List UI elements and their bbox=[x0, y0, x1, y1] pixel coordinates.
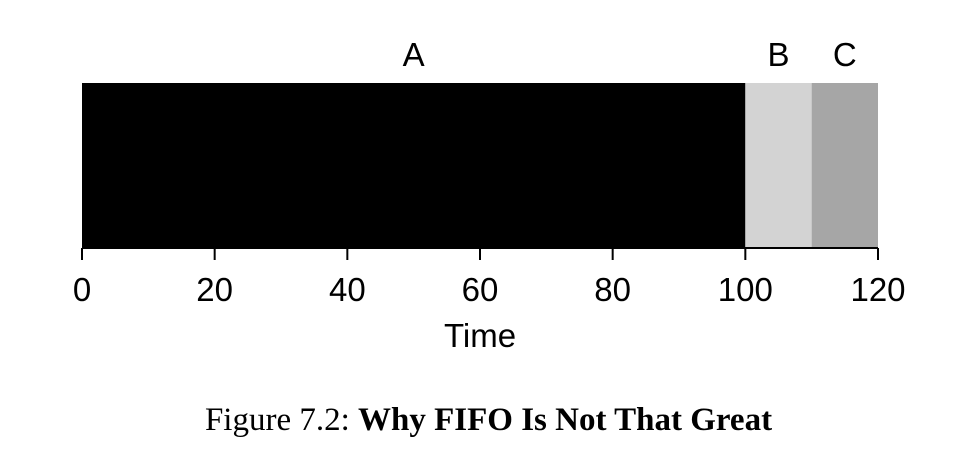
segment-c bbox=[811, 83, 878, 248]
x-tick-label: 80 bbox=[594, 271, 631, 308]
segment-a bbox=[82, 83, 746, 248]
x-axis-label: Time bbox=[444, 317, 516, 354]
figure-number: Figure 7.2: bbox=[204, 402, 350, 438]
segment-label-a: A bbox=[403, 36, 425, 73]
x-tick-label: 120 bbox=[850, 271, 905, 308]
segment-label-b: B bbox=[767, 36, 789, 73]
x-tick-label: 40 bbox=[329, 271, 366, 308]
segment-b bbox=[745, 83, 812, 248]
figure-caption: Figure 7.2: Why FIFO Is Not That Great bbox=[0, 402, 977, 439]
job-labels: A B C bbox=[403, 36, 857, 73]
x-tick-label: 20 bbox=[196, 271, 233, 308]
figure-title: Why FIFO Is Not That Great bbox=[358, 402, 773, 438]
x-tick-label: 60 bbox=[462, 271, 499, 308]
x-tick-label: 0 bbox=[73, 271, 91, 308]
x-axis: 0 20 40 60 80 100 120 bbox=[73, 247, 906, 308]
fifo-timeline-chart: A B C 0 20 40 60 80 100 120 Time bbox=[73, 36, 906, 354]
segment-label-c: C bbox=[833, 36, 857, 73]
job-segments bbox=[82, 83, 878, 248]
x-tick-label: 100 bbox=[718, 271, 773, 308]
